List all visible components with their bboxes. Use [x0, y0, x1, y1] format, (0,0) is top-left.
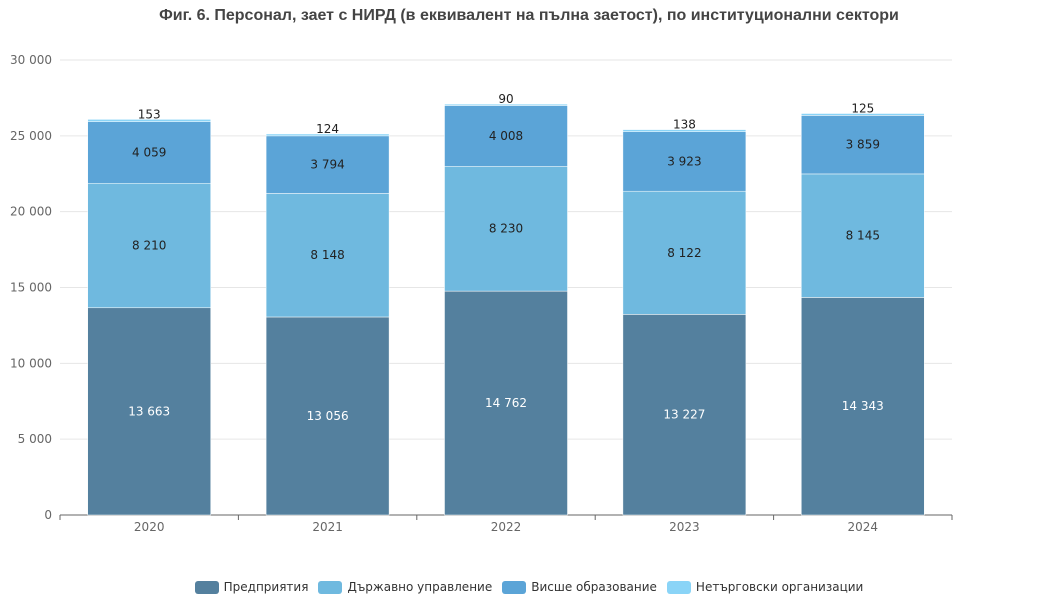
y-tick-label: 25 000	[10, 129, 52, 143]
bar-segment	[622, 129, 747, 132]
y-tick-label: 10 000	[10, 356, 52, 370]
y-tick-label: 30 000	[10, 53, 52, 67]
bar-segment	[444, 103, 568, 106]
data-label: 8 230	[489, 222, 523, 236]
bar-segment	[265, 133, 390, 137]
legend: Предприятия Държавно управление Висше обра…	[0, 580, 1058, 594]
data-label: 8 122	[667, 246, 701, 260]
data-label: 14 343	[842, 399, 884, 413]
x-tick-label: 2021	[312, 520, 343, 534]
y-tick-label: 20 000	[10, 205, 52, 219]
bar-segment	[87, 119, 211, 122]
bar-segment	[622, 131, 747, 192]
data-label: 13 056	[307, 409, 349, 423]
data-label: 8 210	[132, 239, 166, 253]
data-label: 3 923	[667, 154, 701, 168]
data-label: 13 227	[663, 408, 705, 422]
bar-segment	[265, 316, 390, 516]
x-tick-label: 2020	[134, 520, 165, 534]
bar-segment	[801, 297, 925, 516]
legend-swatch	[502, 580, 527, 594]
legend-swatch	[666, 580, 691, 594]
data-label: 3 794	[310, 158, 344, 172]
data-label: 124	[316, 122, 339, 136]
data-label: 14 762	[485, 396, 527, 410]
data-label: 125	[851, 102, 874, 116]
bar-segment	[444, 105, 568, 167]
legend-label: Нетърговски организации	[695, 580, 864, 594]
legend-item[interactable]: Нетърговски организации	[666, 580, 864, 594]
bar-segment	[265, 193, 390, 318]
data-label: 4 008	[489, 129, 523, 143]
legend-item[interactable]: Държавно управление	[318, 580, 492, 594]
bar-segment	[622, 190, 747, 315]
bar-segment	[444, 166, 568, 292]
data-label: 8 145	[846, 229, 880, 243]
y-tick-label: 0	[44, 508, 52, 522]
bar-segment	[444, 290, 568, 516]
bar-segment	[87, 121, 211, 184]
data-label: 8 148	[310, 248, 344, 262]
y-tick-label: 5 000	[18, 432, 52, 446]
bar-segment	[801, 173, 925, 298]
bar-segment	[87, 307, 211, 516]
data-label: 13 663	[128, 404, 170, 418]
legend-swatch	[194, 580, 219, 594]
data-label: 153	[138, 107, 161, 121]
bar-segment	[265, 135, 390, 194]
legend-swatch	[318, 580, 343, 594]
x-tick-label: 2022	[491, 520, 522, 534]
legend-item[interactable]: Предприятия	[194, 580, 309, 594]
data-label: 3 859	[846, 138, 880, 152]
data-label: 4 059	[132, 145, 166, 159]
legend-label: Висше образование	[531, 580, 657, 594]
x-tick-label: 2023	[669, 520, 700, 534]
bar-segment	[801, 115, 925, 175]
y-tick-label: 15 000	[10, 281, 52, 295]
x-tick-label: 2024	[848, 520, 879, 534]
legend-label: Предприятия	[223, 580, 309, 594]
legend-label: Държавно управление	[347, 580, 493, 594]
data-label: 90	[498, 92, 513, 106]
bar-segment	[622, 314, 747, 516]
legend-item[interactable]: Висше образование	[502, 580, 657, 594]
chart-title: Фиг. 6. Персонал, зает с НИРД (в еквивал…	[159, 7, 899, 24]
bar-segment	[801, 113, 925, 116]
data-label: 138	[673, 118, 696, 132]
